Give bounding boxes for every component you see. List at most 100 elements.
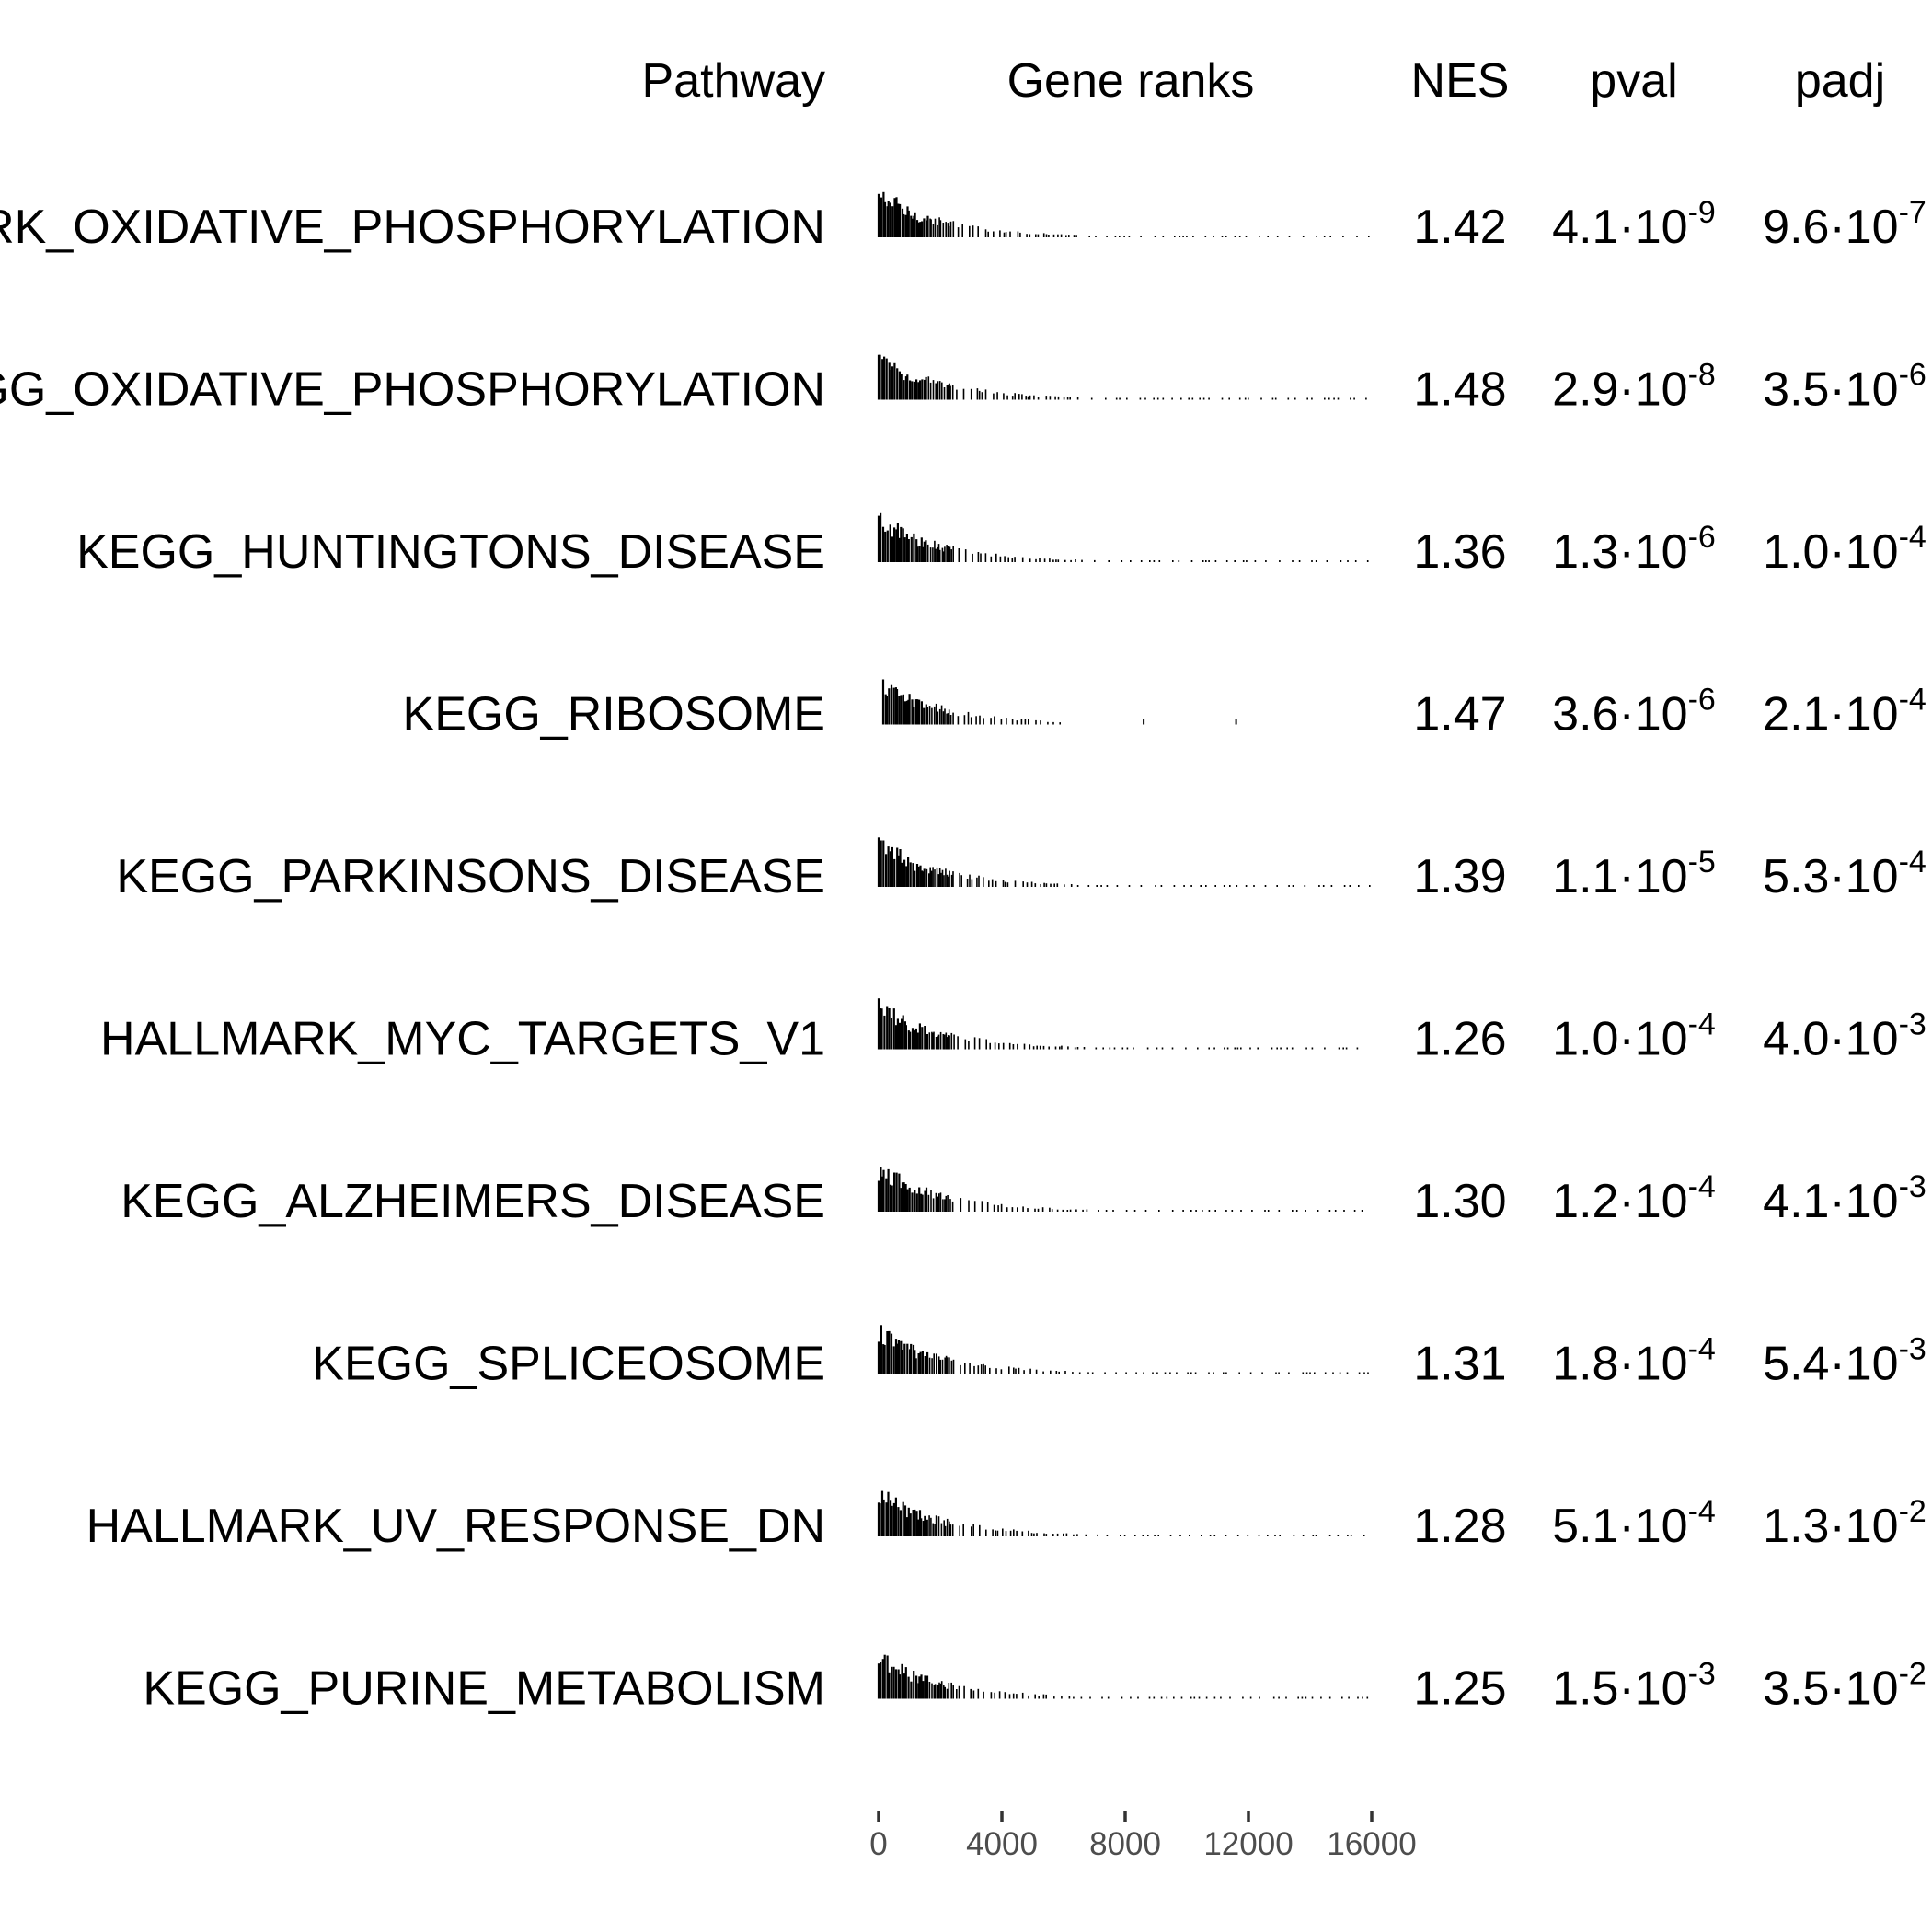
pval-value: 4.1·10-9 [1552,195,1716,254]
pval-value-mantissa: 4.1·10 [1552,201,1687,254]
gene-rank-barcode [881,679,1237,725]
padj-value-mantissa: 2.1·10 [1763,688,1898,742]
padj-value-mantissa: 4.1·10 [1763,1175,1898,1228]
pval-value-mantissa: 1.5·10 [1552,1662,1687,1716]
pathway-name: HALLMARK_OXIDATIVE_PHOSPHORYLATION [0,201,825,254]
pathway-name: KEGG_HUNTINGTONS_DISEASE [76,525,825,579]
pathway-row: KEGG_RIBOSOME 1.47 3.6·10-6 2.1·10-4 [403,679,1926,742]
pval-value: 1.2·10-4 [1552,1169,1716,1228]
gene-rank-barcode [877,1167,1363,1212]
pathway-name: HALLMARK_MYC_TARGETS_V1 [100,1013,825,1066]
padj-value-mantissa: 5.4·10 [1763,1338,1898,1391]
pathway-name: KEGG_OXIDATIVE_PHOSPHORYLATION [0,363,825,417]
header-pval: pval [1590,54,1677,108]
pathway-row: KEGG_HUNTINGTONS_DISEASE 1.36 1.3·10-6 1.0·… [76,512,1926,579]
nes-value: 1.25 [1413,1662,1506,1716]
x-tick-label: 12000 [1203,1826,1293,1862]
pathway-row: KEGG_OXIDATIVE_PHOSPHORYLATION 1.48 2.9·10… [0,354,1926,417]
pval-value: 1.5·10-3 [1552,1657,1716,1716]
padj-value: 3.5·10-2 [1763,1657,1926,1716]
nes-value: 1.47 [1413,688,1506,742]
nes-value: 1.36 [1413,525,1506,579]
pval-value: 3.6·10-6 [1552,683,1716,742]
gene-rank-barcode [877,354,1367,400]
nes-value: 1.31 [1413,1338,1506,1391]
pval-value-exponent: -8 [1688,358,1716,393]
pval-value-mantissa: 1.8·10 [1552,1338,1687,1391]
pathway-name: KEGG_PURINE_METABOLISM [143,1662,825,1716]
pathway-row: HALLMARK_UV_RESPONSE_DN 1.28 5.1·10-4 1.3·1… [86,1490,1926,1553]
padj-value-exponent: -3 [1899,1332,1926,1367]
pval-value-mantissa: 2.9·10 [1552,363,1687,417]
pval-value-exponent: -4 [1688,1494,1716,1529]
padj-value-exponent: -4 [1899,520,1926,555]
nes-value: 1.42 [1413,201,1506,254]
header-nes: NES [1411,54,1510,108]
pathway-name: KEGG_PARKINSONS_DISEASE [116,850,825,903]
pathway-name: KEGG_RIBOSOME [403,688,825,742]
padj-value: 4.0·10-3 [1763,1007,1926,1066]
pathway-row: HALLMARK_MYC_TARGETS_V1 1.26 1.0·10-4 4.0·1… [100,998,1926,1066]
nes-value: 1.26 [1413,1013,1506,1066]
gene-rank-barcode [877,191,1370,237]
x-tick-label: 8000 [1089,1826,1161,1862]
pathway-name: KEGG_ALZHEIMERS_DISEASE [121,1175,825,1228]
padj-value-exponent: -7 [1899,195,1926,230]
padj-value: 3.5·10-6 [1763,358,1926,417]
gene-rank-x-axis: 0 4000 8000 12000 16000 [869,1811,1417,1862]
padj-value-exponent: -3 [1899,1169,1926,1204]
padj-value: 2.1·10-4 [1763,683,1926,742]
padj-value: 5.4·10-3 [1763,1332,1926,1391]
gene-rank-barcode [877,1490,1365,1536]
pathway-name: HALLMARK_UV_RESPONSE_DN [86,1500,825,1553]
pval-value-exponent: -4 [1688,1332,1716,1367]
pathway-name: KEGG_SPLICEOSOME [312,1338,825,1391]
gene-rank-barcode [877,1325,1369,1374]
padj-value: 4.1·10-3 [1763,1169,1926,1228]
pval-value-exponent: -4 [1688,1169,1716,1204]
pathway-row: KEGG_PURINE_METABOLISM 1.25 1.5·10-3 3.5·10… [143,1654,1926,1716]
pathway-rows: HALLMARK_OXIDATIVE_PHOSPHORYLATION 1.42 4.… [0,191,1926,1716]
padj-value-exponent: -2 [1899,1657,1926,1692]
column-headers: Pathway Gene ranks NES pval padj [642,54,1886,108]
padj-value-exponent: -4 [1899,845,1926,880]
x-tick-label: 16000 [1327,1826,1416,1862]
pathway-row: HALLMARK_OXIDATIVE_PHOSPHORYLATION 1.42 4.… [0,191,1926,254]
nes-value: 1.39 [1413,850,1506,903]
header-pathway: Pathway [642,54,825,108]
pval-value-mantissa: 1.2·10 [1552,1175,1687,1228]
pathway-row: KEGG_SPLICEOSOME 1.31 1.8·10-4 5.4·10-3 [312,1325,1926,1391]
padj-value-mantissa: 5.3·10 [1763,850,1898,903]
pathway-row: KEGG_PARKINSONS_DISEASE 1.39 1.1·10-5 5.3·1… [116,837,1926,903]
padj-value-mantissa: 3.5·10 [1763,1662,1898,1716]
pval-value: 1.8·10-4 [1552,1332,1716,1391]
pval-value-exponent: -6 [1688,520,1716,555]
pval-value-exponent: -9 [1688,195,1716,230]
pathway-row: KEGG_ALZHEIMERS_DISEASE 1.30 1.2·10-4 4.1·1… [121,1167,1926,1228]
pval-value-exponent: -3 [1688,1657,1716,1692]
header-gene-ranks: Gene ranks [1007,54,1255,108]
padj-value-exponent: -3 [1899,1007,1926,1042]
pval-value: 1.0·10-4 [1552,1007,1716,1066]
pval-value: 2.9·10-8 [1552,358,1716,417]
gene-rank-barcode [877,1654,1369,1699]
pval-value-mantissa: 1.1·10 [1552,850,1687,903]
x-tick-label: 0 [869,1826,887,1862]
padj-value-exponent: -4 [1899,683,1926,718]
padj-value-mantissa: 1.3·10 [1763,1500,1898,1553]
padj-value-mantissa: 3.5·10 [1763,363,1898,417]
pval-value: 1.1·10-5 [1552,845,1716,903]
padj-value-exponent: -6 [1899,358,1926,393]
padj-value-mantissa: 9.6·10 [1763,201,1898,254]
gene-rank-barcode [877,998,1359,1050]
nes-value: 1.48 [1413,363,1506,417]
nes-value: 1.30 [1413,1175,1506,1228]
pval-value: 1.3·10-6 [1552,520,1716,579]
x-tick-label: 4000 [966,1826,1038,1862]
padj-value: 9.6·10-7 [1763,195,1926,254]
padj-value: 1.3·10-2 [1763,1494,1926,1553]
padj-value: 5.3·10-4 [1763,845,1926,903]
padj-value-mantissa: 4.0·10 [1763,1013,1898,1066]
pval-value-mantissa: 5.1·10 [1552,1500,1687,1553]
